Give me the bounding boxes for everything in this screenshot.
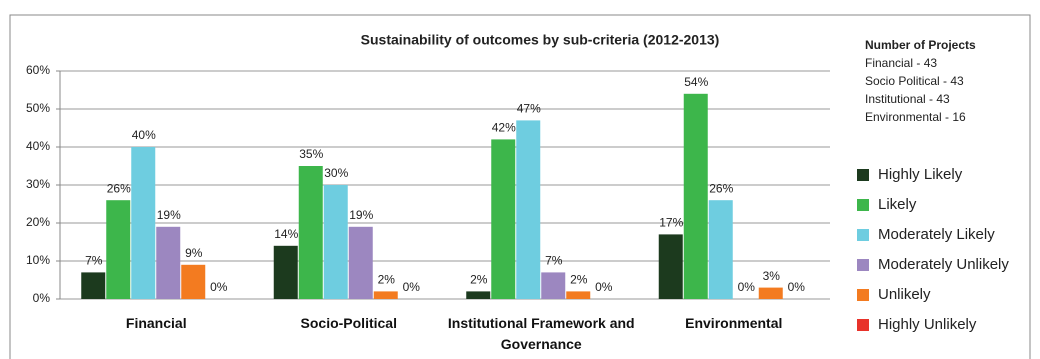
legend-swatch (857, 229, 869, 241)
bar (373, 291, 398, 299)
legend-label: Moderately Likely (878, 226, 995, 243)
y-tick-label: 50% (26, 101, 50, 115)
bar (541, 272, 566, 299)
data-label: 30% (324, 166, 348, 180)
y-tick-label: 60% (26, 63, 50, 77)
x-tick-label: Socio-Political (300, 315, 397, 331)
legend-swatch (857, 169, 869, 181)
bar (81, 272, 106, 299)
data-label: 42% (492, 121, 516, 135)
data-label: 54% (684, 75, 708, 89)
data-label: 0% (788, 280, 806, 294)
bar (683, 93, 708, 299)
legend-label: Highly Unlikely (878, 316, 977, 333)
y-tick-label: 40% (26, 139, 50, 153)
data-label: 3% (763, 269, 781, 283)
legend-label: Likely (878, 196, 917, 213)
data-label: 35% (299, 147, 323, 161)
bar (566, 291, 591, 299)
bar (298, 166, 323, 299)
data-label: 19% (349, 208, 373, 222)
bar (516, 120, 541, 300)
bar (491, 139, 516, 299)
y-tick-label: 20% (26, 215, 50, 229)
note: Institutional - 43 (865, 92, 950, 106)
y-tick-label: 30% (26, 177, 50, 191)
y-tick-label: 0% (33, 291, 51, 305)
note: Number of Projects (865, 38, 976, 52)
x-tick-label: Environmental (685, 315, 783, 331)
note: Environmental - 16 (865, 110, 966, 124)
legend-swatch (857, 289, 869, 301)
bar (156, 226, 181, 299)
legend-swatch (857, 199, 869, 211)
bar (466, 291, 491, 299)
data-label: 2% (378, 273, 396, 287)
bar (708, 200, 733, 299)
data-label: 19% (157, 208, 181, 222)
data-label: 0% (210, 280, 228, 294)
legend-label: Unlikely (878, 286, 931, 303)
data-label: 0% (595, 280, 613, 294)
data-label: 47% (517, 102, 541, 116)
data-label: 0% (738, 280, 756, 294)
bar (106, 200, 131, 299)
chart-border (9, 14, 1031, 359)
x-tick-label: Financial (125, 315, 187, 331)
bar (273, 245, 298, 299)
bar (181, 264, 206, 299)
bar (758, 287, 783, 299)
data-label: 2% (470, 273, 488, 287)
bar (131, 147, 156, 299)
bar (323, 185, 348, 299)
bar (348, 226, 373, 299)
data-label: 26% (709, 181, 733, 195)
legend-swatch (857, 259, 869, 271)
data-label: 40% (132, 128, 156, 142)
y-tick-label: 10% (26, 253, 50, 267)
chart-title: Sustainability of outcomes by sub-criter… (361, 32, 720, 48)
legend-label: Moderately Unlikely (878, 256, 1009, 273)
data-label: 17% (659, 216, 683, 230)
bar (658, 234, 683, 299)
note: Socio Political - 43 (865, 74, 964, 88)
legend-label: Highly Likely (878, 166, 963, 183)
note: Financial - 43 (865, 56, 937, 70)
data-label: 0% (403, 280, 421, 294)
legend-swatch (857, 319, 869, 331)
data-label: 26% (107, 181, 131, 195)
data-label: 14% (274, 227, 298, 241)
x-tick-label: Institutional Framework and Governance (447, 315, 635, 352)
data-label: 2% (570, 273, 588, 287)
data-label: 7% (85, 254, 103, 268)
data-label: 9% (185, 246, 203, 260)
data-label: 7% (545, 254, 563, 268)
